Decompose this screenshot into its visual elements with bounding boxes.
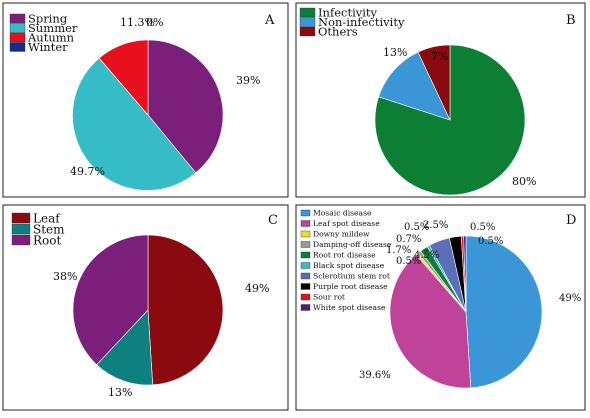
legend-label-infectivity: Infectivity xyxy=(318,6,378,20)
legend-swatch-leaf-spot-disease xyxy=(300,220,311,227)
pie-slice-stem xyxy=(96,309,154,386)
legend-label-black-spot-disease: Black spot disease xyxy=(313,261,385,270)
slice-label-winter: 0% xyxy=(146,16,163,29)
slice-label-stem: 13% xyxy=(108,386,132,399)
legend-label-downy-mildew: Downy mildew xyxy=(313,230,370,239)
legend-swatch-purple-root-disease xyxy=(300,283,311,290)
legend-label-purple-root-disease: Purple root disease xyxy=(313,282,388,291)
panel-c-pie: 49% 13% 38% xyxy=(53,234,269,399)
legend-label-summer: Summer xyxy=(28,21,78,35)
panel-b-label: B xyxy=(566,13,576,28)
legend-swatch-black-spot-disease xyxy=(300,262,311,269)
pie-slice-spring xyxy=(147,39,224,174)
pie-slice-white-spot-disease xyxy=(463,235,467,313)
panel-b-pie: 80% 13% 7% xyxy=(374,44,536,196)
slice-label-autumn: 11.3% xyxy=(120,16,155,29)
legend-label-root: Root xyxy=(33,234,61,248)
legend-swatch-sour-rot xyxy=(300,293,311,301)
legend-swatch-winter xyxy=(9,42,26,52)
slice-label-spring: 39% xyxy=(236,74,260,87)
pie-slice-summer xyxy=(72,57,197,191)
slice-label-infectivity: 80% xyxy=(512,175,536,188)
legend-swatch-sclerotium-stem-rot xyxy=(300,272,311,280)
legend-swatch-downy-mildew xyxy=(300,230,311,238)
pie-slice-leaf-spot-disease xyxy=(389,254,472,389)
slice-label-leaf: 49% xyxy=(245,282,269,295)
legend-label-mosaic-disease: Mosaic disease xyxy=(313,209,372,218)
panel-a-label: A xyxy=(264,13,275,28)
pie-slice-autumn xyxy=(98,39,149,116)
legend-label-autumn: Autumn xyxy=(27,31,75,45)
legend-label-non-infectivity: Non-infectivity xyxy=(318,15,405,29)
legend-label-root-rot-disease: Root rot disease xyxy=(313,251,376,260)
slice-label-root: 38% xyxy=(53,270,77,283)
slice-label-sour-rot: 0.5% xyxy=(470,222,495,233)
legend-swatch-damping-off-disease xyxy=(300,241,311,248)
legend-label-stem: Stem xyxy=(33,223,65,237)
panel-a-pie: 39% 49.7% 11.3%0% xyxy=(70,16,260,191)
legend-swatch-non-infectivity xyxy=(299,17,316,27)
pie-slice-leaf xyxy=(147,234,224,386)
legend-swatch-root-rot-disease xyxy=(300,251,311,259)
legend-label-damping-off-disease: Damping-off disease xyxy=(313,240,392,249)
legend-swatch-mosaic-disease xyxy=(300,209,311,217)
legend-label-winter: Winter xyxy=(28,40,68,54)
slice-label-black-spot-disease: 0.5% xyxy=(396,256,421,267)
legend-label-sclerotium-stem-rot: Sclerotium stem rot xyxy=(313,272,390,281)
legend-swatch-others xyxy=(299,26,316,37)
slice-label-leaf-spot-disease: 39.6% xyxy=(359,370,391,381)
legend-swatch-stem xyxy=(11,223,31,235)
panel-c-label: C xyxy=(268,213,278,228)
slice-label-downy-mildew: 0.5% xyxy=(404,222,429,233)
legend-label-spring: Spring xyxy=(28,12,68,26)
legend-label-others: Others xyxy=(318,25,358,39)
legend-label-leaf: Leaf xyxy=(33,212,61,226)
slice-label-purple-root-disease: 2.5% xyxy=(423,220,448,231)
legend-swatch-autumn xyxy=(9,32,26,43)
legend-swatch-infectivity xyxy=(299,7,316,18)
slice-label-sclerotium-stem-rot: 4.5% xyxy=(414,250,439,261)
legend-swatch-white-spot-disease xyxy=(300,304,311,311)
legend-swatch-spring xyxy=(9,13,26,24)
slice-label-summer: 49.7% xyxy=(70,165,105,178)
slice-label-non-infectivity: 13% xyxy=(383,46,407,59)
slice-label-mosaic-disease: 49% xyxy=(559,293,581,304)
legend-label-leaf-spot-disease: Leaf spot disease xyxy=(313,219,380,228)
panel-d-label: D xyxy=(566,213,576,228)
pie-slice-non-infectivity xyxy=(378,51,451,121)
pie-slice-root xyxy=(72,234,149,366)
legend-swatch-summer xyxy=(9,23,26,33)
slice-label-white-spot-disease: 0.5% xyxy=(478,236,503,247)
legend-label-white-spot-disease: White spot disease xyxy=(313,303,386,312)
slice-label-others: 7% xyxy=(431,50,448,63)
legend-label-sour-rot: Sour rot xyxy=(313,293,345,302)
legend-swatch-root xyxy=(11,234,31,246)
slice-label-root-rot-disease: 1.7% xyxy=(386,245,411,256)
legend-swatch-leaf xyxy=(11,212,31,224)
slice-label-damping-off-disease: 0.7% xyxy=(396,234,421,245)
panel-d-pie: 49%39.6%0.5%0.7%1.7%0.5%4.5%2.5% 0.5%0.5% xyxy=(359,220,581,389)
pie-slice-others xyxy=(417,44,451,121)
pie-slice-mosaic-disease xyxy=(465,235,543,389)
